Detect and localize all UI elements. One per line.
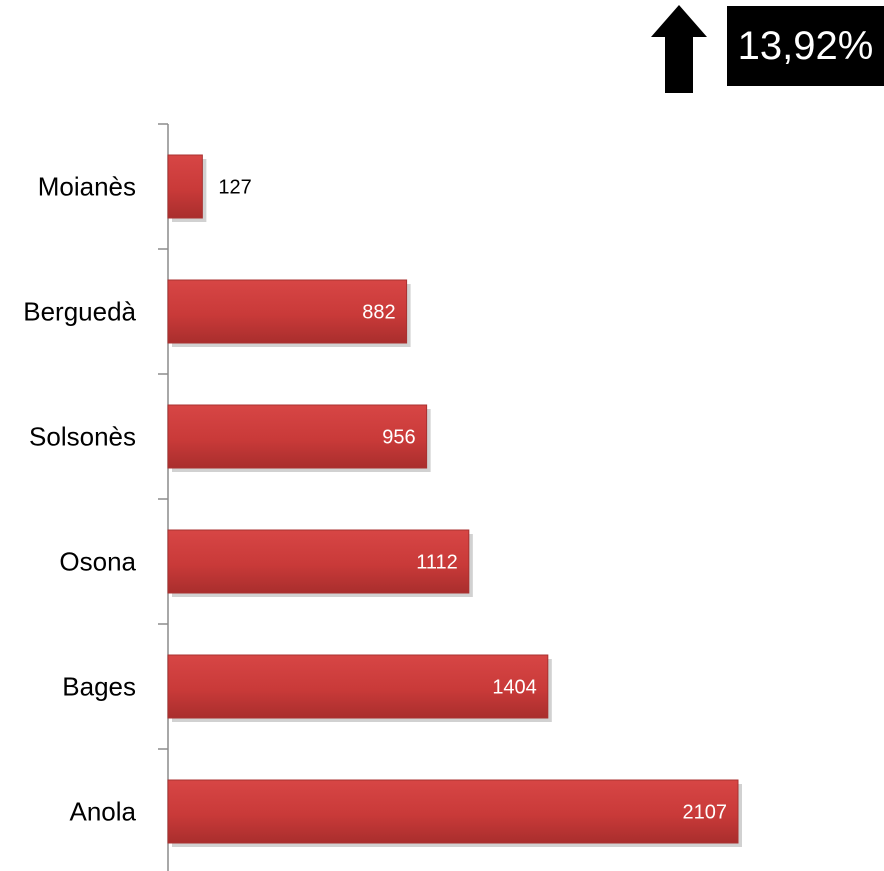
value-label: 1404 bbox=[492, 677, 537, 699]
category-label: Osona bbox=[59, 547, 136, 577]
up-arrow-icon bbox=[651, 5, 707, 93]
value-label: 1112 bbox=[416, 552, 458, 574]
value-label: 2107 bbox=[683, 802, 728, 824]
bar bbox=[167, 154, 203, 219]
bar bbox=[167, 779, 739, 844]
category-label: Bages bbox=[62, 672, 136, 702]
bar bbox=[167, 404, 428, 469]
category-label: Solsonès bbox=[29, 422, 136, 452]
change-badge: 13,92% bbox=[727, 6, 884, 86]
bar bbox=[167, 279, 408, 344]
value-label: 882 bbox=[362, 302, 395, 324]
category-label: Anola bbox=[70, 797, 137, 827]
value-label: 127 bbox=[218, 177, 251, 199]
category-label: Berguedà bbox=[23, 297, 136, 327]
bar bbox=[167, 529, 470, 594]
value-label: 956 bbox=[382, 427, 415, 449]
category-label: Moianès bbox=[38, 172, 136, 202]
bar bbox=[167, 654, 549, 719]
